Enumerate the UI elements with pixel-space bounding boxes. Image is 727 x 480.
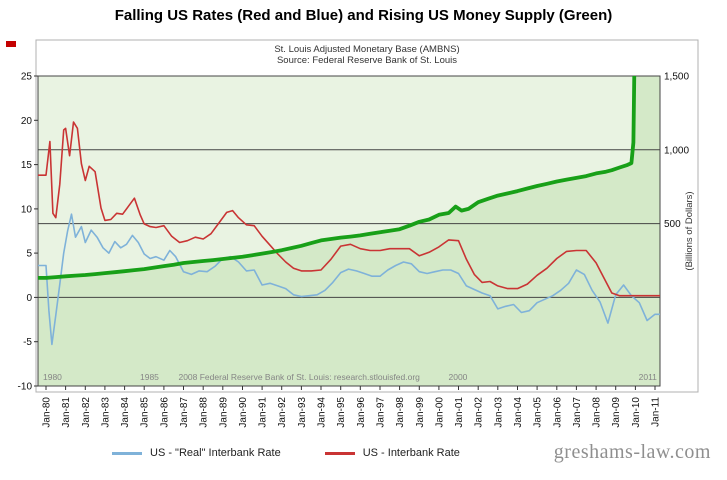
left-axis-label: 10 — [21, 204, 33, 215]
chart-inner-title: St. Louis Adjusted Monetary Base (AMBNS) — [274, 44, 459, 55]
site-watermark: greshams-law.com — [553, 441, 711, 463]
legend-swatch-icon — [324, 451, 355, 455]
left-axis-label: 15 — [21, 160, 33, 171]
right-axis-title: (Billions of Dollars) — [684, 191, 695, 270]
x-axis-label: Jan-95 — [336, 397, 347, 428]
x-axis-label: Jan-09 — [611, 397, 622, 428]
x-axis-label: Jan-04 — [513, 397, 524, 428]
x-axis-label: Jan-84 — [120, 397, 131, 428]
x-axis-label: Jan-82 — [81, 397, 92, 428]
x-axis-label: Jan-02 — [474, 397, 485, 428]
x-axis-label: Jan-99 — [415, 397, 426, 428]
x-axis-label: Jan-03 — [493, 397, 504, 428]
right-axis-label: 1,500 — [664, 72, 689, 83]
plot-border — [37, 75, 661, 387]
legend-label: US - Interbank Rate — [362, 447, 460, 459]
x-axis-label: Jan-88 — [199, 397, 210, 428]
series-line-real-interbank-rate — [38, 213, 660, 346]
x-axis-label: Jan-07 — [572, 397, 583, 428]
legend-item: US - "Real" Interbank Rate — [112, 447, 281, 459]
left-axis-label: -5 — [23, 337, 32, 348]
x-axis-label: Jan-86 — [159, 397, 170, 428]
x-axis-label: Jan-93 — [297, 397, 308, 428]
x-axis-label: Jan-83 — [100, 397, 111, 428]
x-axis-label: Jan-08 — [592, 397, 603, 428]
x-axis-label: Jan-00 — [434, 397, 445, 428]
right-axis-label: 500 — [664, 219, 681, 230]
x-axis-label: Jan-90 — [238, 397, 249, 428]
x-axis-label: Jan-89 — [218, 397, 229, 428]
left-axis-label: -10 — [18, 382, 33, 393]
red-bullet-icon — [6, 41, 16, 47]
left-axis-label: 20 — [21, 116, 33, 127]
series-line-adjusted-monetary-base — [38, 76, 637, 280]
x-axis-label: Jan-96 — [356, 397, 367, 428]
chart-legend: US - "Real" Interbank Rate US - Interbank… — [112, 447, 460, 459]
legend-item: US - Interbank Rate — [324, 447, 460, 459]
plot-annotation: 2000 — [449, 372, 468, 382]
right-axis-label: 1,000 — [664, 145, 689, 156]
plot-annotation: 2011 — [639, 372, 658, 382]
series-line-interbank-rate — [38, 121, 660, 297]
x-axis-label: Jan-05 — [533, 397, 544, 428]
chart: St. Louis Adjusted Monetary Base (AMBNS)… — [18, 39, 699, 428]
left-axis-label: 5 — [26, 249, 32, 260]
x-axis-label: Jan-85 — [140, 397, 151, 428]
x-axis-label: Jan-11 — [651, 397, 662, 427]
x-axis-label: Jan-87 — [179, 397, 190, 428]
money-supply-area — [38, 76, 660, 386]
left-axis-label: 25 — [21, 72, 33, 83]
x-axis-label: Jan-01 — [454, 397, 465, 428]
page-title: Falling US Rates (Red and Blue) and Risi… — [114, 7, 613, 24]
x-axis-label: Jan-98 — [395, 397, 406, 428]
plot-annotation: 2008 Federal Reserve Bank of St. Louis: … — [178, 372, 420, 382]
legend-label: US - "Real" Interbank Rate — [150, 447, 281, 459]
x-axis-label: Jan-06 — [552, 397, 563, 428]
x-axis-label: Jan-81 — [61, 397, 72, 428]
plot-annotation: 1985 — [140, 372, 159, 382]
chart-inner-subtitle: Source: Federal Reserve Bank of St. Loui… — [277, 55, 457, 66]
legend-swatch-icon — [112, 451, 142, 455]
plot-annotation: 1980 — [43, 372, 62, 382]
x-axis-label: Jan-92 — [277, 397, 288, 428]
left-axis-label: 0 — [26, 293, 32, 304]
x-axis-label: Jan-91 — [258, 397, 269, 428]
x-axis-label: Jan-97 — [376, 397, 387, 428]
x-axis-label: Jan-94 — [317, 397, 328, 428]
x-axis-label: Jan-80 — [42, 397, 53, 428]
x-axis-label: Jan-10 — [631, 397, 642, 428]
